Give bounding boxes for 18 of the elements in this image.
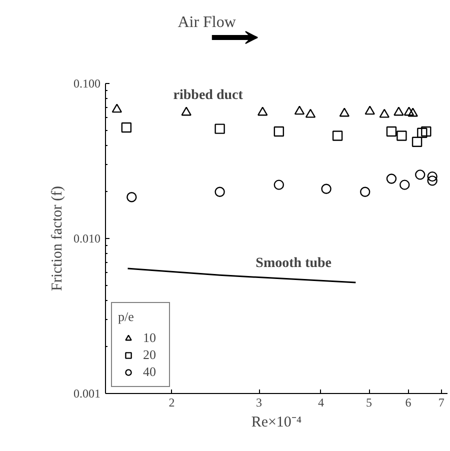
legend-label: 10 <box>143 330 157 346</box>
x-axis-title: Re×10⁻⁴ <box>251 414 302 430</box>
x-tick-label: 5 <box>366 396 372 410</box>
y-tick-label: 0.100 <box>74 76 100 90</box>
y-axis-title: Friction factor (f) <box>50 186 66 291</box>
text: Air Flow <box>178 14 236 31</box>
x-tick-label: 3 <box>256 396 262 410</box>
x-tick-label: 4 <box>318 396 324 410</box>
legend-label: 20 <box>143 347 157 363</box>
legend-title: p/e <box>118 309 135 325</box>
x-tick-label: 2 <box>168 396 175 410</box>
x-tick-label: 6 <box>405 396 412 410</box>
y-tick-label: 0.001 <box>74 386 100 400</box>
legend-label: 40 <box>143 364 157 380</box>
x-tick-label: 7 <box>438 396 444 410</box>
annotation: Smooth tube <box>256 256 332 271</box>
annotation: ribbed duct <box>173 88 244 103</box>
y-tick-label: 0.010 <box>74 232 100 246</box>
